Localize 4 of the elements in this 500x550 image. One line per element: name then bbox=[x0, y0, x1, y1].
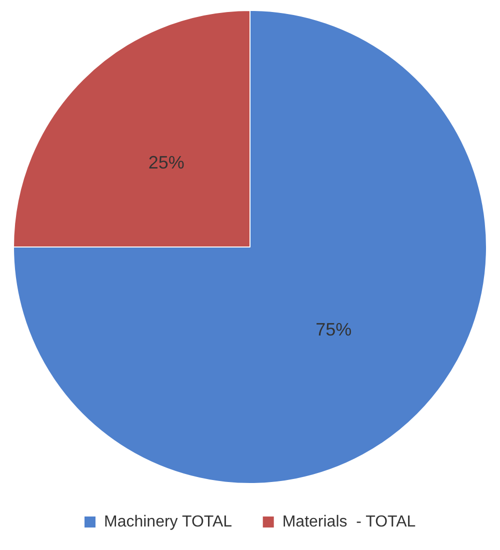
data-label: 25% bbox=[148, 152, 184, 172]
data-label: 75% bbox=[316, 320, 352, 340]
legend-label: Materials - TOTAL bbox=[282, 513, 416, 530]
legend-label: Machinery TOTAL bbox=[104, 513, 232, 530]
